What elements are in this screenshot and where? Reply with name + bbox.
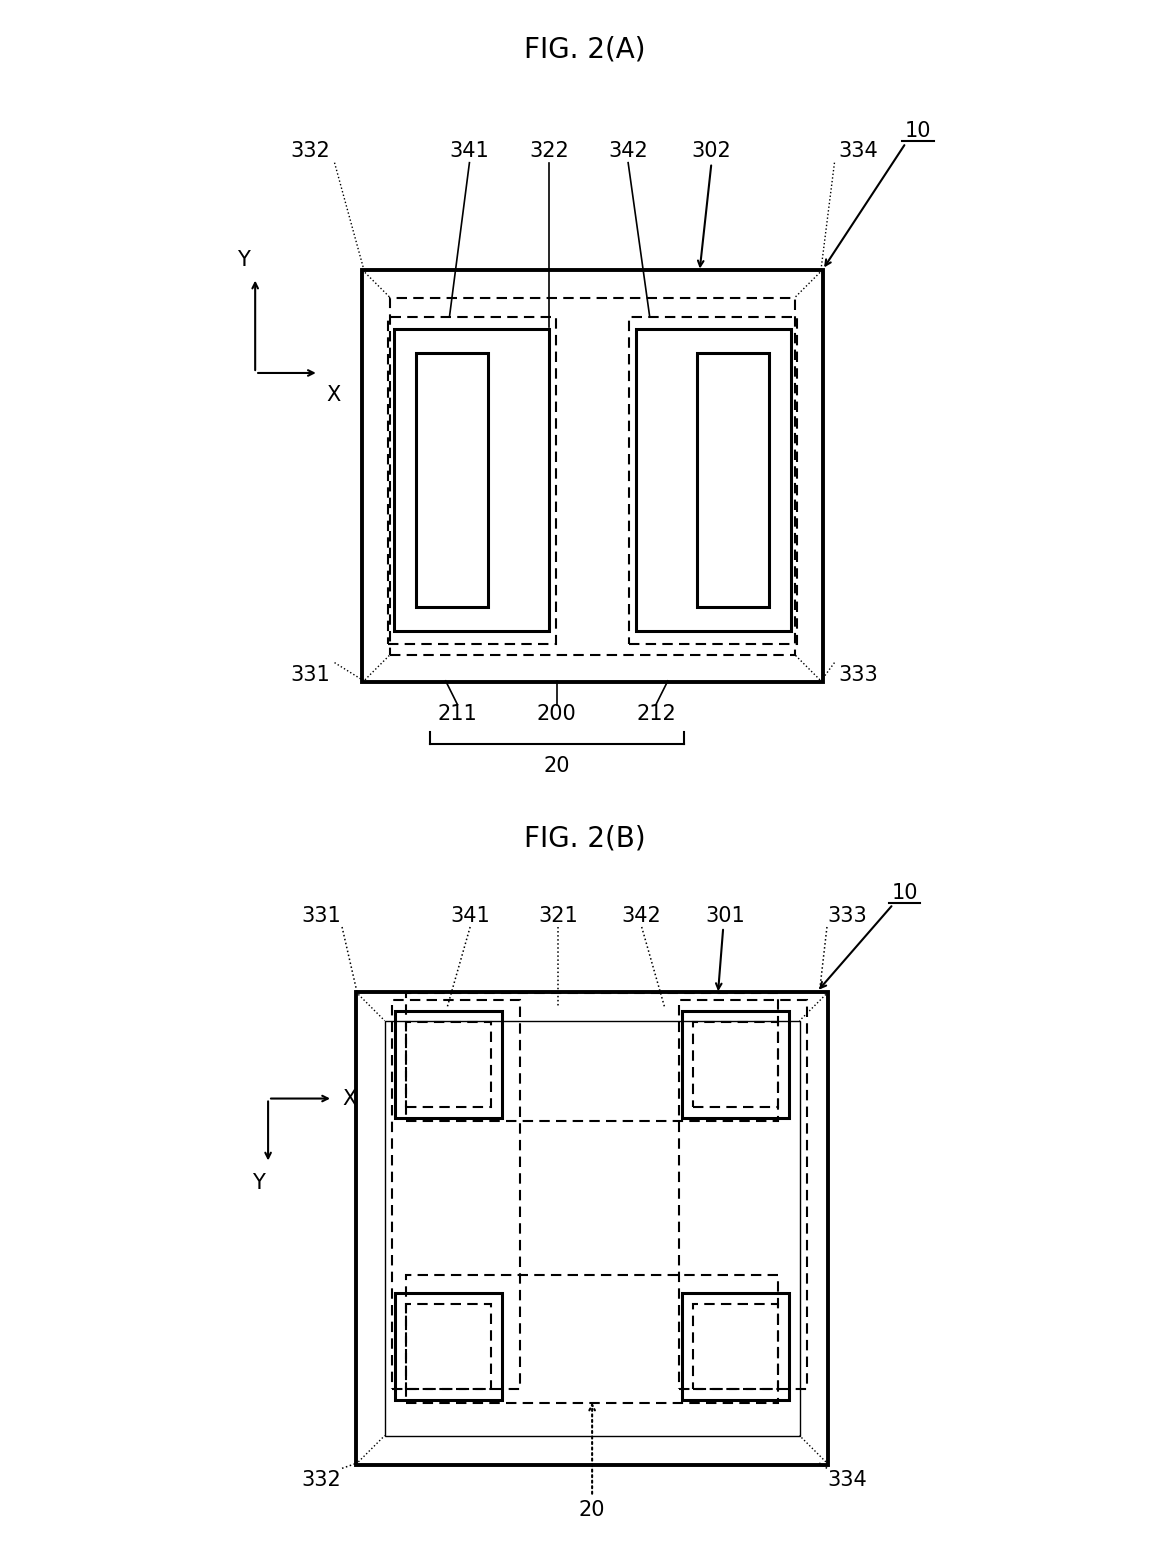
Bar [693,1304,779,1390]
Text: X: X [343,1089,357,1108]
Text: 331: 331 [291,664,331,685]
Text: 20: 20 [579,1500,606,1520]
Text: Y: Y [237,251,250,269]
Bar [395,1011,503,1117]
Text: Y: Y [251,1173,264,1193]
Bar [388,317,556,644]
Text: 342: 342 [622,906,662,926]
Bar [416,353,487,607]
Text: 211: 211 [437,705,477,724]
Text: 321: 321 [538,906,577,926]
Text: FIG. 2(A): FIG. 2(A) [524,36,645,64]
Text: 334: 334 [838,140,878,160]
Bar [355,991,829,1464]
Bar [393,1001,520,1390]
Bar [629,317,797,644]
Bar [362,269,823,683]
Bar [394,330,548,630]
Bar [679,1001,807,1390]
Bar [395,1293,503,1400]
Text: 342: 342 [608,140,648,160]
Text: 302: 302 [692,140,732,160]
Bar [636,330,790,630]
Bar [682,1293,789,1400]
Text: 333: 333 [828,906,867,926]
Text: 334: 334 [828,1470,867,1489]
Text: 332: 332 [291,140,331,160]
Text: 200: 200 [537,705,576,724]
Text: 322: 322 [528,140,568,160]
Bar [385,1021,800,1436]
Text: 212: 212 [636,705,676,724]
Bar [406,1304,491,1390]
Text: 331: 331 [302,906,341,926]
Text: FIG. 2(B): FIG. 2(B) [524,825,645,853]
Bar [390,297,795,655]
Text: 10: 10 [905,121,931,142]
Text: 301: 301 [706,906,746,926]
Text: X: X [326,384,341,405]
Text: 341: 341 [450,906,490,926]
Bar [682,1011,789,1117]
Text: 10: 10 [892,882,918,902]
Text: 333: 333 [838,664,878,685]
Bar [697,353,768,607]
Bar [693,1022,779,1106]
Text: 341: 341 [450,140,490,160]
Bar [406,993,779,1120]
Bar [406,1274,779,1404]
Bar [406,1022,491,1106]
Text: 20: 20 [544,756,570,776]
Text: 332: 332 [302,1470,341,1489]
